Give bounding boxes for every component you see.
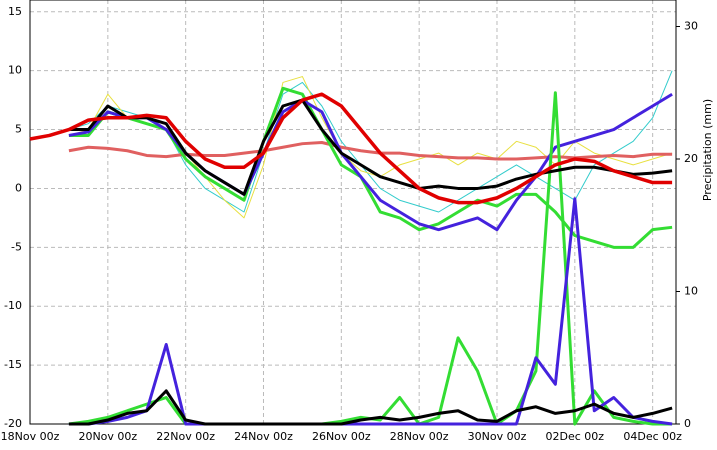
y-tick-label: -5 [11,240,22,253]
y-tick-label: -10 [4,299,22,312]
x-tick-label: 24Nov 00z [234,430,293,443]
y2-tick-label: 10 [684,285,698,298]
y2-tick-label: 20 [684,152,698,165]
plot-frame [29,0,677,425]
series-line [68,389,673,426]
x-tick-label: 18Nov 00z [1,430,60,443]
y-tick-label: 0 [15,181,22,194]
y-tick-label: -15 [4,358,22,371]
y-tick-label: 10 [8,64,22,77]
x-tick-label: 20Nov 00z [78,430,137,443]
series-line [68,141,673,161]
series-line [68,92,673,232]
y2-tick-label: 30 [684,20,698,33]
x-tick-label: 02Dec 00z [546,430,605,443]
y2-axis-label: Precipitation (mm) [701,99,714,201]
series-line [29,92,673,205]
x-tick-label: 22Nov 00z [156,430,215,443]
y-tick-label: -20 [4,417,22,430]
x-tick-label: 28Nov 00z [390,430,449,443]
series-line [68,197,673,426]
x-tick-label: 04Dec 00z [623,430,682,443]
series-line [68,98,673,196]
y2-tick-label: 0 [684,417,691,430]
x-tick-label: 26Nov 00z [312,430,371,443]
x-tick-label: 30Nov 00z [468,430,527,443]
y-tick-label: 5 [15,123,22,136]
y-tick-label: 15 [8,5,22,18]
